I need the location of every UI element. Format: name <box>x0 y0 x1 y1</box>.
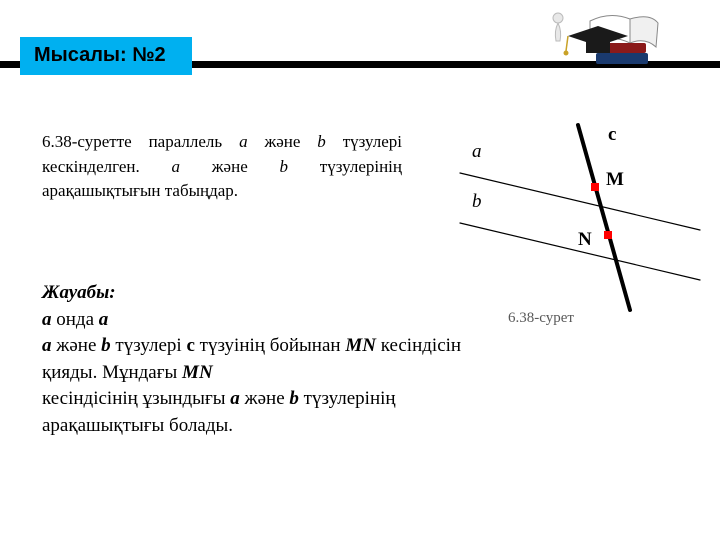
var-a: a <box>230 388 240 409</box>
var-a: a <box>172 157 181 176</box>
decoration-graphic <box>550 3 660 78</box>
var-b: b <box>317 132 326 151</box>
problem-statement: 6.38-суретте параллель a және b түзулері… <box>42 130 402 204</box>
seg-mn: MN <box>182 362 213 383</box>
var-b: b <box>280 157 289 176</box>
svg-text:M: M <box>606 169 624 190</box>
txt: және <box>248 132 318 151</box>
txt: 6.38-суретте параллель <box>42 132 239 151</box>
txt: кесіндісінің ұзындығы <box>42 388 230 409</box>
var-a: a <box>99 309 109 330</box>
svg-text:a: a <box>472 141 482 162</box>
var-a: a <box>239 132 248 151</box>
answer-label: Жауабы: <box>42 282 116 303</box>
txt: және <box>180 157 279 176</box>
answer-block: Жауабы: a онда a a және b түзулері c түз… <box>42 280 462 440</box>
svg-text:c: c <box>608 124 616 145</box>
txt: түзулері <box>111 335 187 356</box>
txt: және <box>240 388 290 409</box>
var-a: a <box>42 309 52 330</box>
var-a: a <box>42 335 52 356</box>
var-c: c <box>186 335 194 356</box>
var-b: b <box>101 335 111 356</box>
seg-mn: MN <box>345 335 376 356</box>
diagram-caption: 6.38-сурет <box>508 310 574 327</box>
geometry-diagram: a b c M N <box>450 115 705 335</box>
txt: және <box>52 335 102 356</box>
var-b: b <box>289 388 299 409</box>
txt: түзуінің бойынан <box>195 335 345 356</box>
txt: онда <box>52 309 99 330</box>
example-title: Мысалы: №2 <box>20 37 192 75</box>
svg-text:b: b <box>472 191 482 212</box>
svg-text:N: N <box>578 229 592 250</box>
